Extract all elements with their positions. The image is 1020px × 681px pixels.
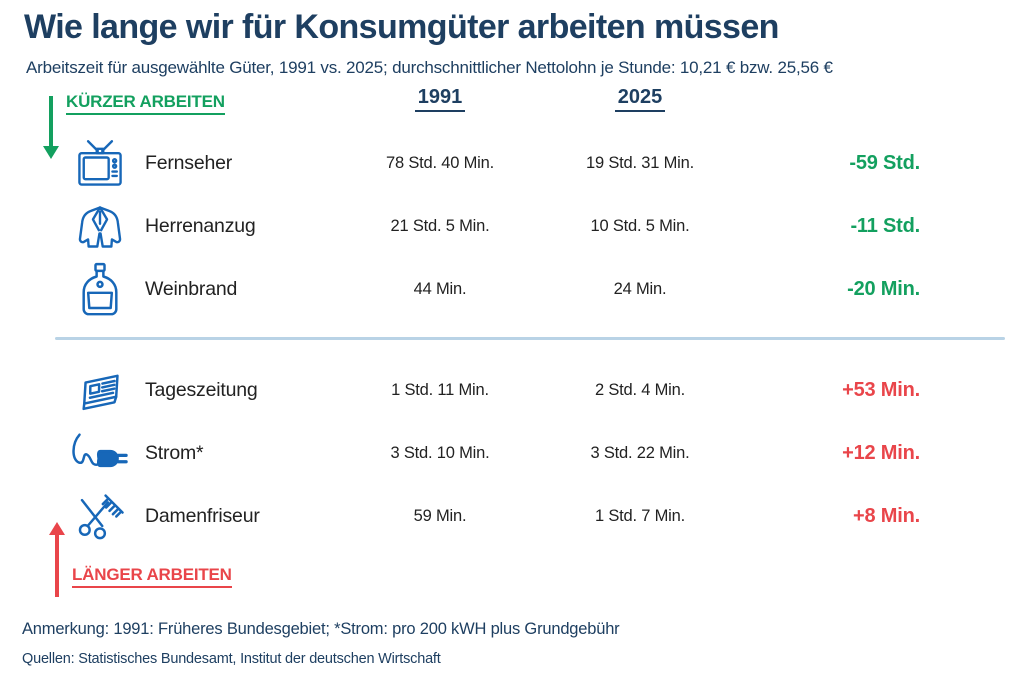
comparison-table: 1991 2025 Fernseher 78 Std. 40 Min. 19 S… [55, 86, 1005, 548]
row-label: Strom* [145, 442, 204, 464]
page-title: Wie lange wir für Konsumgüter arbeiten m… [24, 8, 779, 46]
table-row: Weinbrand 44 Min. 24 Min. -20 Min. [60, 258, 920, 321]
section-divider [55, 337, 1005, 340]
value-2025: 3 Std. 22 Min. [590, 444, 690, 462]
value-1991: 3 Std. 10 Min. [390, 444, 490, 462]
value-2025: 24 Min. [613, 280, 667, 298]
arrow-down-green-icon [43, 96, 59, 159]
group-label-shorter: KÜRZER ARBEITEN [66, 92, 225, 115]
value-2025: 19 Std. 31 Min. [586, 154, 694, 172]
row-label: Tageszeitung [145, 379, 258, 401]
arrow-head [43, 146, 59, 159]
value-1991: 78 Std. 40 Min. [386, 154, 494, 172]
tv-icon [74, 138, 126, 190]
row-label: Damenfriseur [145, 505, 260, 527]
value-diff: +12 Min. [842, 442, 920, 464]
arrow-up-red-icon [49, 522, 65, 597]
bottle-icon [73, 260, 127, 320]
page-subtitle: Arbeitszeit für ausgewählte Güter, 1991 … [26, 58, 833, 77]
footnote: Anmerkung: 1991: Früheres Bundesgebiet; … [22, 620, 620, 638]
table-row: Fernseher 78 Std. 40 Min. 19 Std. 31 Min… [60, 132, 920, 195]
table-row: Damenfriseur 59 Min. 1 Std. 7 Min. +8 Mi… [60, 485, 920, 548]
scissors-icon [73, 490, 127, 544]
arrow-shaft [49, 96, 53, 146]
plug-icon [68, 429, 132, 479]
value-diff: -20 Min. [847, 278, 920, 300]
value-diff: -59 Std. [849, 152, 920, 174]
row-label: Fernseher [145, 152, 233, 174]
table-row: Tageszeitung 1 Std. 11 Min. 2 Std. 4 Min… [60, 359, 920, 422]
table-header-row: 1991 2025 [60, 86, 920, 132]
row-label: Weinbrand [145, 278, 238, 300]
value-1991: 21 Std. 5 Min. [390, 217, 490, 235]
column-header-1991: 1991 [414, 86, 466, 112]
value-2025: 10 Std. 5 Min. [590, 217, 690, 235]
suit-icon [74, 201, 126, 253]
value-diff: +53 Min. [842, 379, 920, 401]
value-diff: -11 Std. [850, 215, 920, 237]
value-1991: 59 Min. [413, 507, 467, 525]
arrow-head [49, 522, 65, 535]
group-label-longer: LÄNGER ARBEITEN [72, 565, 232, 588]
table-row: Herrenanzug 21 Std. 5 Min. 10 Std. 5 Min… [60, 195, 920, 258]
value-diff: +8 Min. [853, 505, 920, 527]
newspaper-icon [73, 364, 127, 418]
row-label: Herrenanzug [145, 215, 256, 237]
value-1991: 44 Min. [413, 280, 467, 298]
value-1991: 1 Std. 11 Min. [391, 381, 489, 399]
arrow-shaft [55, 535, 59, 597]
value-2025: 1 Std. 7 Min. [594, 507, 686, 525]
table-row: Strom* 3 Std. 10 Min. 3 Std. 22 Min. +12… [60, 422, 920, 485]
sources-line: Quellen: Statistisches Bundesamt, Instit… [22, 651, 441, 667]
value-2025: 2 Std. 4 Min. [594, 381, 686, 399]
column-header-2025: 2025 [614, 86, 666, 112]
